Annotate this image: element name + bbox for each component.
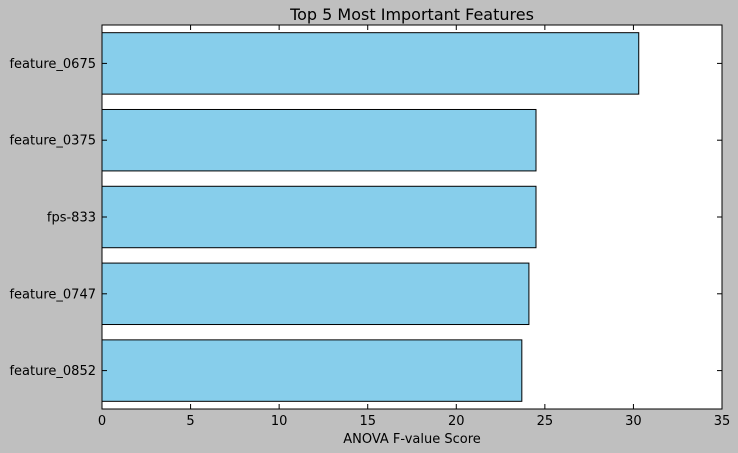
x-tick-label: 0 (98, 414, 106, 429)
x-tick-label: 35 (714, 414, 731, 429)
labels-group: feature_0675 feature_0375 fps-833 feature_0… (9, 57, 730, 429)
bar-feature_0747 (101, 262, 530, 326)
x-tick-label: 10 (271, 414, 288, 429)
chart-title: Top 5 Most Important Features (289, 5, 534, 24)
y-tick-label: feature_0375 (9, 134, 96, 149)
y-tick-label: feature_0747 (9, 287, 96, 302)
x-tick-label: 20 (448, 414, 465, 429)
x-tick-label: 15 (359, 414, 376, 429)
x-tick-label: 5 (186, 414, 194, 429)
bars-group (101, 32, 640, 402)
y-tick-label: feature_0852 (9, 364, 96, 379)
y-tick-label: fps-833 (47, 211, 96, 226)
bar-fps-833 (101, 185, 537, 249)
bar-feature_0852 (101, 339, 523, 402)
y-tick-label: feature_0675 (9, 57, 96, 72)
bar-feature_0675 (101, 32, 640, 95)
bar-feature_0375 (101, 108, 537, 172)
x-tick-label: 25 (537, 414, 554, 429)
plot-frame (101, 24, 723, 410)
x-axis-label: ANOVA F-value Score (343, 432, 481, 447)
x-tick-label: 30 (625, 414, 642, 429)
